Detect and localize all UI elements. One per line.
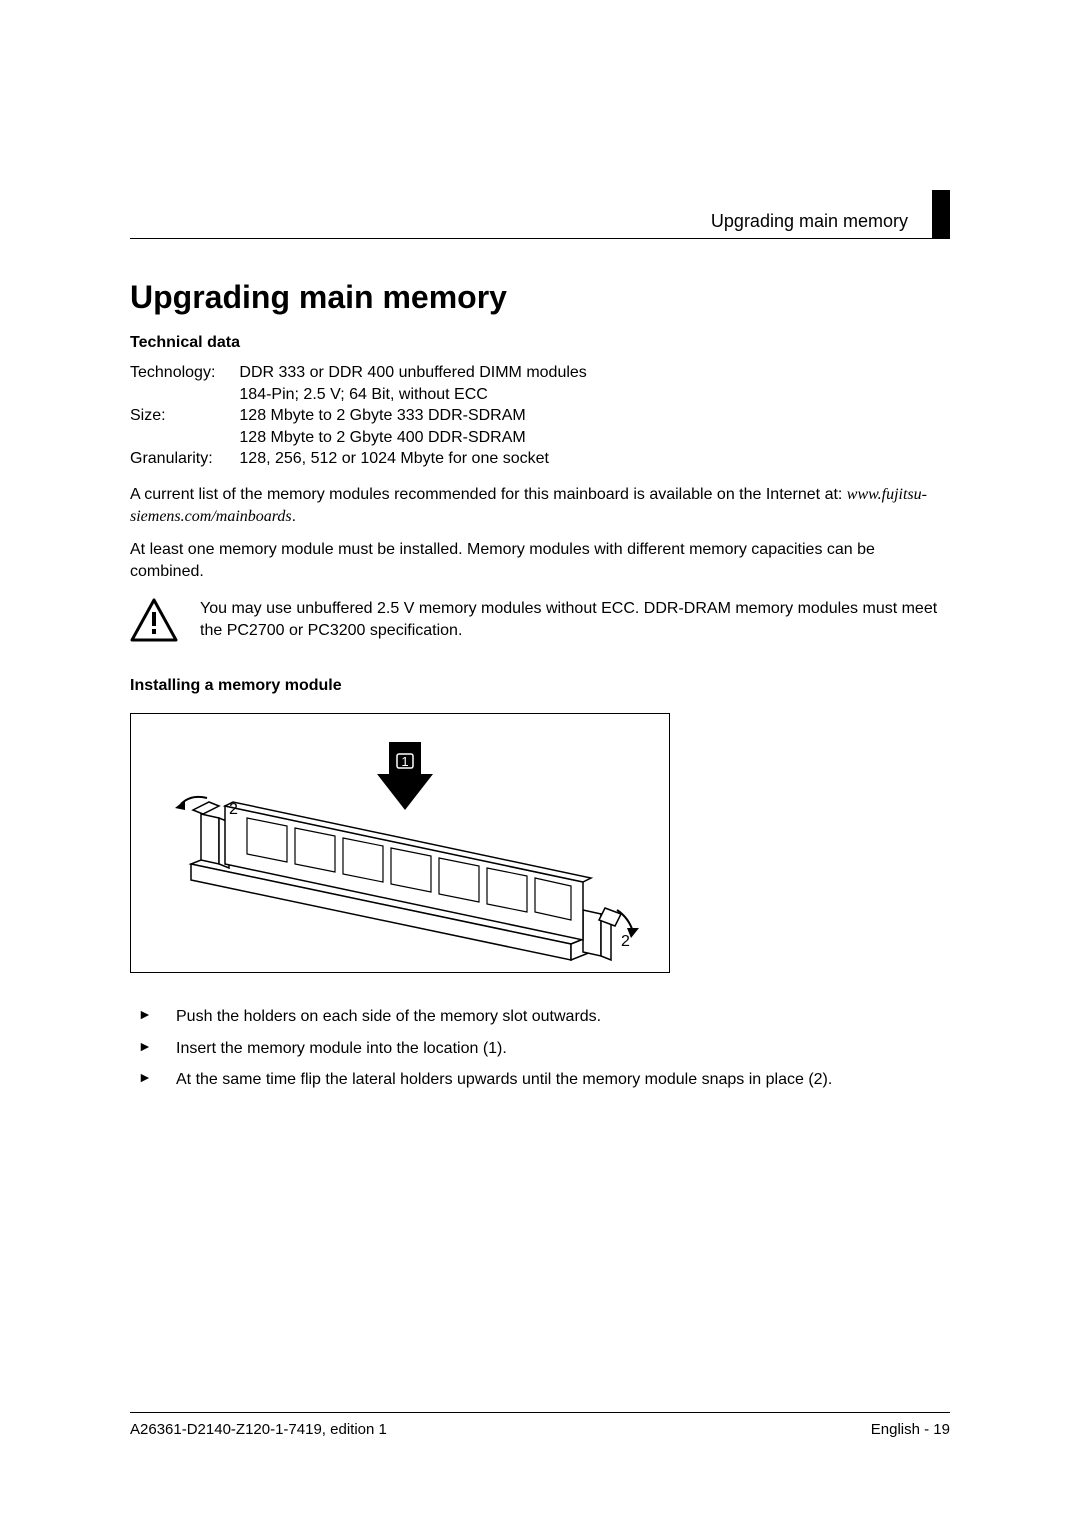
document-page: Upgrading main memory Upgrading main mem… [0,0,1080,1528]
caution-note: You may use unbuffered 2.5 V memory modu… [130,598,950,647]
paragraph-at-least: At least one memory module must be insta… [130,539,950,582]
spec-label: Granularity: [130,448,239,470]
page-header: Upgrading main memory [130,190,950,239]
spec-line: 184-Pin; 2.5 V; 64 Bit, without ECC [239,386,487,403]
spec-value: 128, 256, 512 or 1024 Mbyte for one sock… [239,448,586,470]
table-row: Size: 128 Mbyte to 2 Gbyte 333 DDR-SDRAM… [130,405,587,448]
thumb-tab [932,190,950,238]
text: A current list of the memory modules rec… [130,486,847,503]
list-item: Insert the memory module into the locati… [130,1035,950,1062]
spec-label: Technology: [130,362,239,405]
caution-icon [130,598,178,647]
table-row: Technology: DDR 333 or DDR 400 unbuffere… [130,362,587,405]
technical-data-heading: Technical data [130,334,950,352]
footer-right: English - 19 [871,1421,950,1438]
memory-install-figure: 1 2 2 [130,713,670,973]
running-title: Upgrading main memory [130,211,922,232]
page-footer: A26361-D2140-Z120-1-7419, edition 1 Engl… [130,1412,950,1438]
caution-text: You may use unbuffered 2.5 V memory modu… [200,598,950,641]
figure-label-2-right: 2 [621,933,630,950]
table-row: Granularity: 128, 256, 512 or 1024 Mbyte… [130,448,587,470]
spec-line: 128 Mbyte to 2 Gbyte 400 DDR-SDRAM [239,429,525,446]
technical-data-table: Technology: DDR 333 or DDR 400 unbuffere… [130,362,587,470]
list-item: Push the holders on each side of the mem… [130,1003,950,1030]
install-heading: Installing a memory module [130,677,950,695]
install-steps: Push the holders on each side of the mem… [130,1003,950,1093]
footer-left: A26361-D2140-Z120-1-7419, edition 1 [130,1421,387,1438]
spec-value: 128 Mbyte to 2 Gbyte 333 DDR-SDRAM 128 M… [239,405,586,448]
paragraph-modules-list: A current list of the memory modules rec… [130,484,950,527]
figure-label-1: 1 [401,754,408,769]
spec-line: DDR 333 or DDR 400 unbuffered DIMM modul… [239,364,586,381]
spec-label: Size: [130,405,239,448]
list-item: At the same time flip the lateral holder… [130,1066,950,1093]
figure-label-2-left: 2 [229,801,238,818]
spec-line: 128, 256, 512 or 1024 Mbyte for one sock… [239,450,549,467]
spec-value: DDR 333 or DDR 400 unbuffered DIMM modul… [239,362,586,405]
page-title: Upgrading main memory [130,279,950,316]
spec-line: 128 Mbyte to 2 Gbyte 333 DDR-SDRAM [239,407,525,424]
text: . [292,508,296,525]
